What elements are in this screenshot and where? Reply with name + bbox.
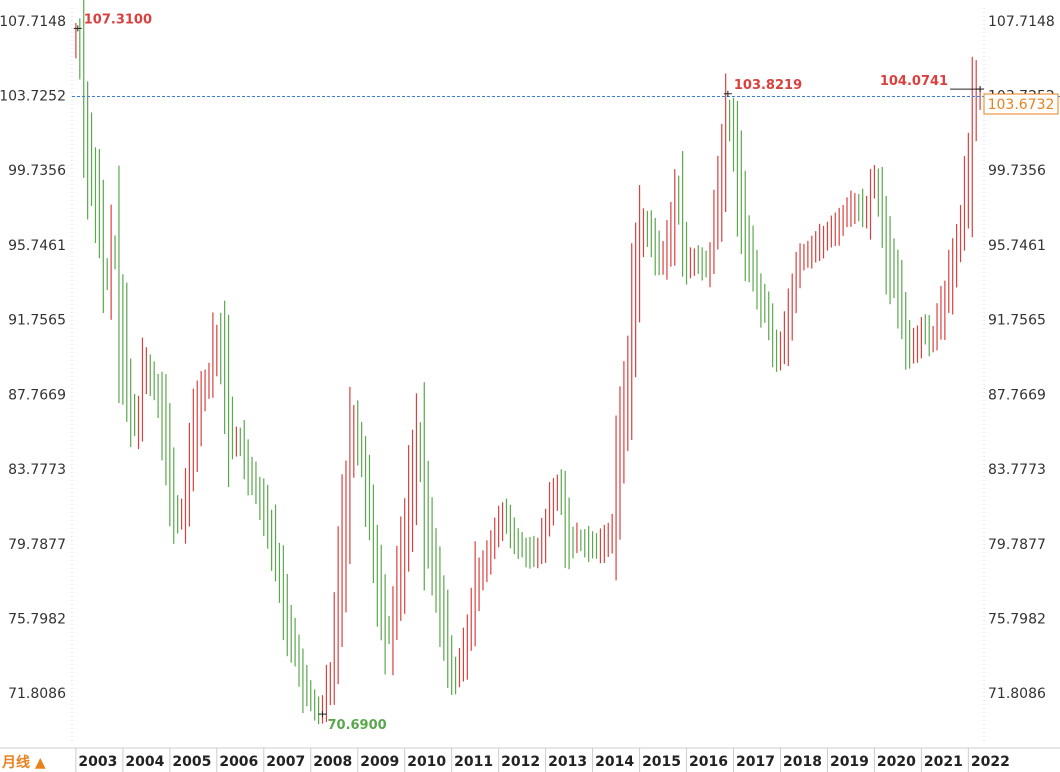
extreme-label: 103.8219 (734, 78, 802, 93)
x-tick-label: 2012 (501, 754, 540, 770)
y-tick-right: 87.7669 (988, 387, 1046, 403)
y-tick-right: 95.7461 (988, 238, 1046, 254)
x-tick-label: 2009 (360, 754, 399, 770)
y-tick-left: 75.7982 (8, 611, 66, 627)
price-bars (75, 0, 981, 725)
y-tick-left: 87.7669 (8, 387, 66, 403)
x-tick-label: 2020 (877, 754, 916, 770)
y-tick-right: 99.7356 (988, 163, 1046, 179)
period-label[interactable]: 月线 ▲ (1, 754, 46, 771)
x-tick-label: 2007 (266, 754, 305, 770)
y-axis-right: 107.7148103.725299.735695.746191.756587.… (988, 14, 1055, 702)
y-tick-left: 99.7356 (8, 163, 66, 179)
y-tick-left: 95.7461 (8, 238, 66, 254)
x-tick-label: 2017 (736, 754, 775, 770)
x-tick-label: 2004 (125, 754, 164, 770)
last-price-badge: 103.6732 (983, 93, 1059, 115)
extreme-label: 107.3100 (84, 12, 152, 27)
y-tick-right: 75.7982 (988, 611, 1046, 627)
y-tick-left: 83.7773 (8, 462, 66, 478)
grid-layer (0, 8, 1060, 749)
last-price-box (983, 93, 1059, 115)
y-tick-right: 71.8086 (988, 686, 1046, 702)
x-tick-label: 2006 (219, 754, 258, 770)
x-tick-label: 2016 (689, 754, 728, 770)
y-tick-right: 83.7773 (988, 462, 1046, 478)
extreme-label: 104.0741 (880, 74, 948, 89)
y-tick-right: 107.7148 (988, 14, 1055, 30)
y-tick-right: 91.7565 (988, 313, 1046, 329)
x-tick-label: 2010 (407, 754, 446, 770)
y-tick-left: 71.8086 (8, 686, 66, 702)
x-axis: 2003 2004 2005 2006 2007 2008 2009 2010 2011 2012… (75, 748, 1010, 772)
x-tick-label: 2014 (595, 754, 634, 770)
y-tick-left: 103.7252 (0, 89, 66, 105)
x-tick-label: 2003 (78, 754, 117, 770)
x-tick-label: 2015 (642, 754, 681, 770)
y-tick-right: 79.7877 (988, 537, 1046, 553)
x-tick-label: 2008 (313, 754, 352, 770)
y-tick-left: 107.7148 (0, 14, 66, 30)
x-tick-label: 2021 (924, 754, 963, 770)
x-tick-label: 2022 (971, 754, 1010, 770)
last-price-label: 103.6732 (988, 97, 1055, 113)
x-tick-label: 2019 (830, 754, 869, 770)
y-tick-left: 91.7565 (8, 313, 66, 329)
y-tick-left: 79.7877 (8, 537, 66, 553)
annotations-layer: 107.3100 70.6900 103.8219 104.0741 (73, 12, 985, 733)
x-tick-label: 2018 (783, 754, 822, 770)
x-tick-label: 2005 (172, 754, 211, 770)
y-axis-left: 107.7148 103.7252 99.7356 95.7461 91.7565 87.… (0, 14, 66, 702)
x-tick-label: 2013 (548, 754, 587, 770)
x-tick-label: 2011 (454, 754, 493, 770)
extreme-label: 70.6900 (327, 718, 386, 733)
